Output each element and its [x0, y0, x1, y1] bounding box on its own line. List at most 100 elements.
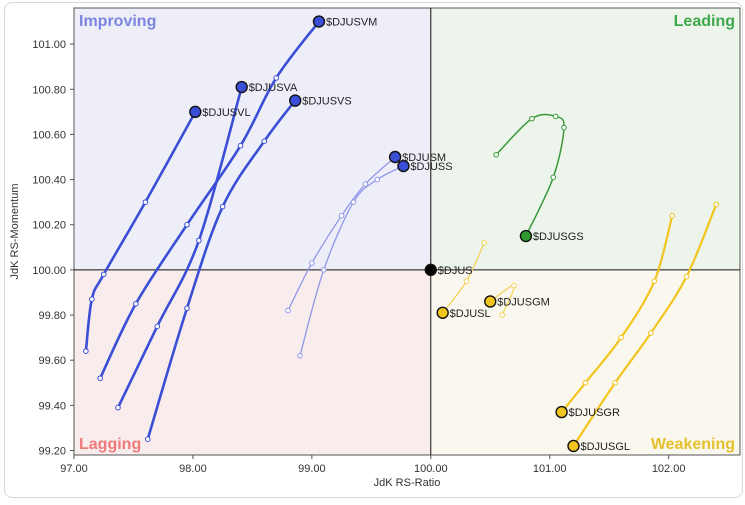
head-point-djusgs[interactable]	[519, 229, 533, 243]
tail-point-djusvs	[219, 203, 226, 210]
tail-point-djusm	[338, 212, 345, 219]
tail-point-djuss	[374, 176, 381, 183]
tail-point-djusgl	[683, 273, 690, 280]
tail-point-djusgr	[669, 212, 676, 219]
tail-point-djusgs	[561, 124, 567, 131]
head-point-djusvl[interactable]	[189, 105, 202, 119]
y-tick-label: 99.20	[38, 445, 66, 457]
tail-point-djusvm	[133, 300, 139, 307]
tail-point-djusgr	[618, 334, 624, 341]
series-djusm	[285, 150, 402, 314]
series-djusl	[436, 239, 488, 319]
x-tick-label: 97.00	[60, 463, 88, 475]
y-tick-label: 100.00	[32, 265, 66, 277]
quadrant-label-weakening: Weakening	[651, 436, 735, 453]
quadrant-label-improving: Improving	[79, 13, 156, 30]
tail-point-djusgs	[529, 115, 535, 122]
head-point-djusgr[interactable]	[555, 405, 568, 419]
head-point-djusl[interactable]	[436, 306, 449, 319]
tail-point-djusva	[115, 404, 121, 411]
tail-point-djusm	[285, 307, 291, 314]
x-tick-label: 102.00	[652, 463, 686, 475]
y-tick-label: 100.80	[32, 84, 66, 96]
series-label-djusgr: $DJUSGR	[569, 407, 620, 419]
series-label-djusvl: $DJUSVL	[202, 107, 250, 119]
series-label-djusvm: $DJUSVM	[326, 17, 377, 29]
series-label-djusgl: $DJUSGL	[581, 441, 631, 453]
series-tail-djusvs	[146, 99, 297, 441]
tail-point-djusvl	[83, 348, 89, 354]
series-label-djusgm: $DJUSGM	[497, 296, 550, 308]
tail-point-djusgl	[612, 379, 618, 386]
tail-point-djuss	[297, 352, 303, 359]
series-tail-djusvm	[98, 20, 321, 380]
series-djusgr	[555, 212, 676, 419]
head-point-djusvs[interactable]	[289, 94, 302, 107]
tail-point-djusgm	[499, 312, 505, 318]
x-axis-title: JdK RS-Ratio	[374, 477, 441, 489]
tail-point-djusvm	[184, 221, 190, 228]
tail-point-djusl	[481, 239, 488, 246]
tail-point-djusvs	[144, 436, 151, 442]
y-tick-label: 100.60	[32, 129, 66, 141]
series-djusva	[115, 80, 248, 411]
head-point-djus[interactable]	[424, 263, 437, 277]
plot-border	[73, 7, 741, 456]
tail-point-djusgs	[552, 113, 559, 120]
tail-point-djusgl	[713, 201, 720, 208]
tail-point-djusm	[362, 181, 369, 187]
series-djuss	[297, 159, 410, 359]
tail-point-djusvs	[184, 305, 190, 312]
y-tick-label: 99.40	[38, 400, 66, 412]
x-tick-label: 101.00	[533, 463, 567, 475]
quadrant-label-lagging: Lagging	[79, 436, 141, 453]
tail-point-djusvs	[261, 138, 268, 144]
quadrant-improving	[74, 8, 431, 270]
quadrant-leading	[430, 8, 740, 270]
tail-point-djusm	[309, 260, 315, 266]
y-axis-title: JdK RS-Momentum	[9, 184, 21, 280]
quadrant-label-leading: Leading	[674, 13, 735, 30]
tail-point-djuss	[320, 267, 327, 273]
quadrant-lagging	[74, 269, 431, 455]
series-tail-djusvl	[84, 110, 197, 353]
tail-point-djusgs	[550, 174, 557, 181]
y-tick-label: 99.80	[38, 310, 66, 322]
tail-point-djusvl	[142, 199, 149, 205]
series-label-djusvs: $DJUSVS	[302, 96, 352, 108]
y-tick-label: 100.40	[32, 175, 66, 187]
head-point-djuss[interactable]	[397, 159, 410, 173]
series-tail-djuss	[299, 165, 405, 357]
series-djusgl	[567, 201, 720, 453]
x-tick-label: 99.00	[298, 463, 326, 475]
tail-point-djuss	[350, 199, 357, 205]
head-point-djusgm[interactable]	[484, 295, 497, 308]
series-label-djus: $DJUS	[438, 265, 473, 277]
series-djusvm	[97, 15, 326, 382]
tail-point-djusva	[196, 237, 202, 244]
series-label-djusl: $DJUSL	[450, 308, 491, 320]
tail-point-djusgr	[651, 278, 658, 284]
y-tick-label: 101.00	[32, 39, 66, 51]
head-point-djusm[interactable]	[388, 150, 402, 164]
x-tick-label: 98.00	[179, 463, 207, 475]
tail-point-djusvm	[97, 375, 103, 382]
tail-point-djusvl	[100, 271, 107, 278]
head-point-djusva[interactable]	[235, 80, 248, 94]
series-djusgm	[484, 282, 517, 318]
series-djusgs	[493, 113, 567, 243]
head-point-djusgl[interactable]	[567, 439, 580, 453]
tail-point-djusvm	[237, 142, 244, 149]
series-label-djusm: $DJUSM	[402, 152, 446, 164]
head-point-djusvm[interactable]	[312, 15, 326, 28]
series-tail-djusva	[116, 85, 243, 409]
series-label-djuss: $DJUSS	[410, 161, 452, 173]
x-tick-label: 100.00	[414, 463, 448, 475]
tail-point-djusvm	[273, 75, 279, 81]
series-djusvs	[144, 94, 302, 442]
tail-point-djusgs	[493, 151, 499, 158]
quadrant-weakening	[430, 269, 740, 455]
y-tick-label: 99.60	[38, 355, 66, 367]
tail-point-djusva	[154, 323, 161, 330]
